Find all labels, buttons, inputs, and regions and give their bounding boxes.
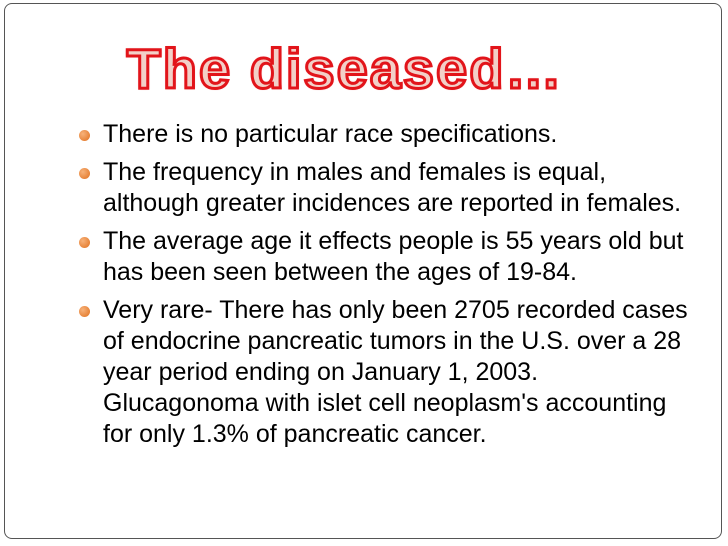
slide-title: The diseased… <box>125 36 564 102</box>
bullet-item: The frequency in males and females is eq… <box>78 157 690 219</box>
bullet-item: There is no particular race specificatio… <box>78 119 690 150</box>
bullet-item: Very rare- There has only been 2705 reco… <box>78 295 690 450</box>
slide-frame <box>4 3 722 539</box>
bullet-list: There is no particular race specificatio… <box>78 119 690 457</box>
bullet-item: The average age it effects people is 55 … <box>78 226 690 288</box>
